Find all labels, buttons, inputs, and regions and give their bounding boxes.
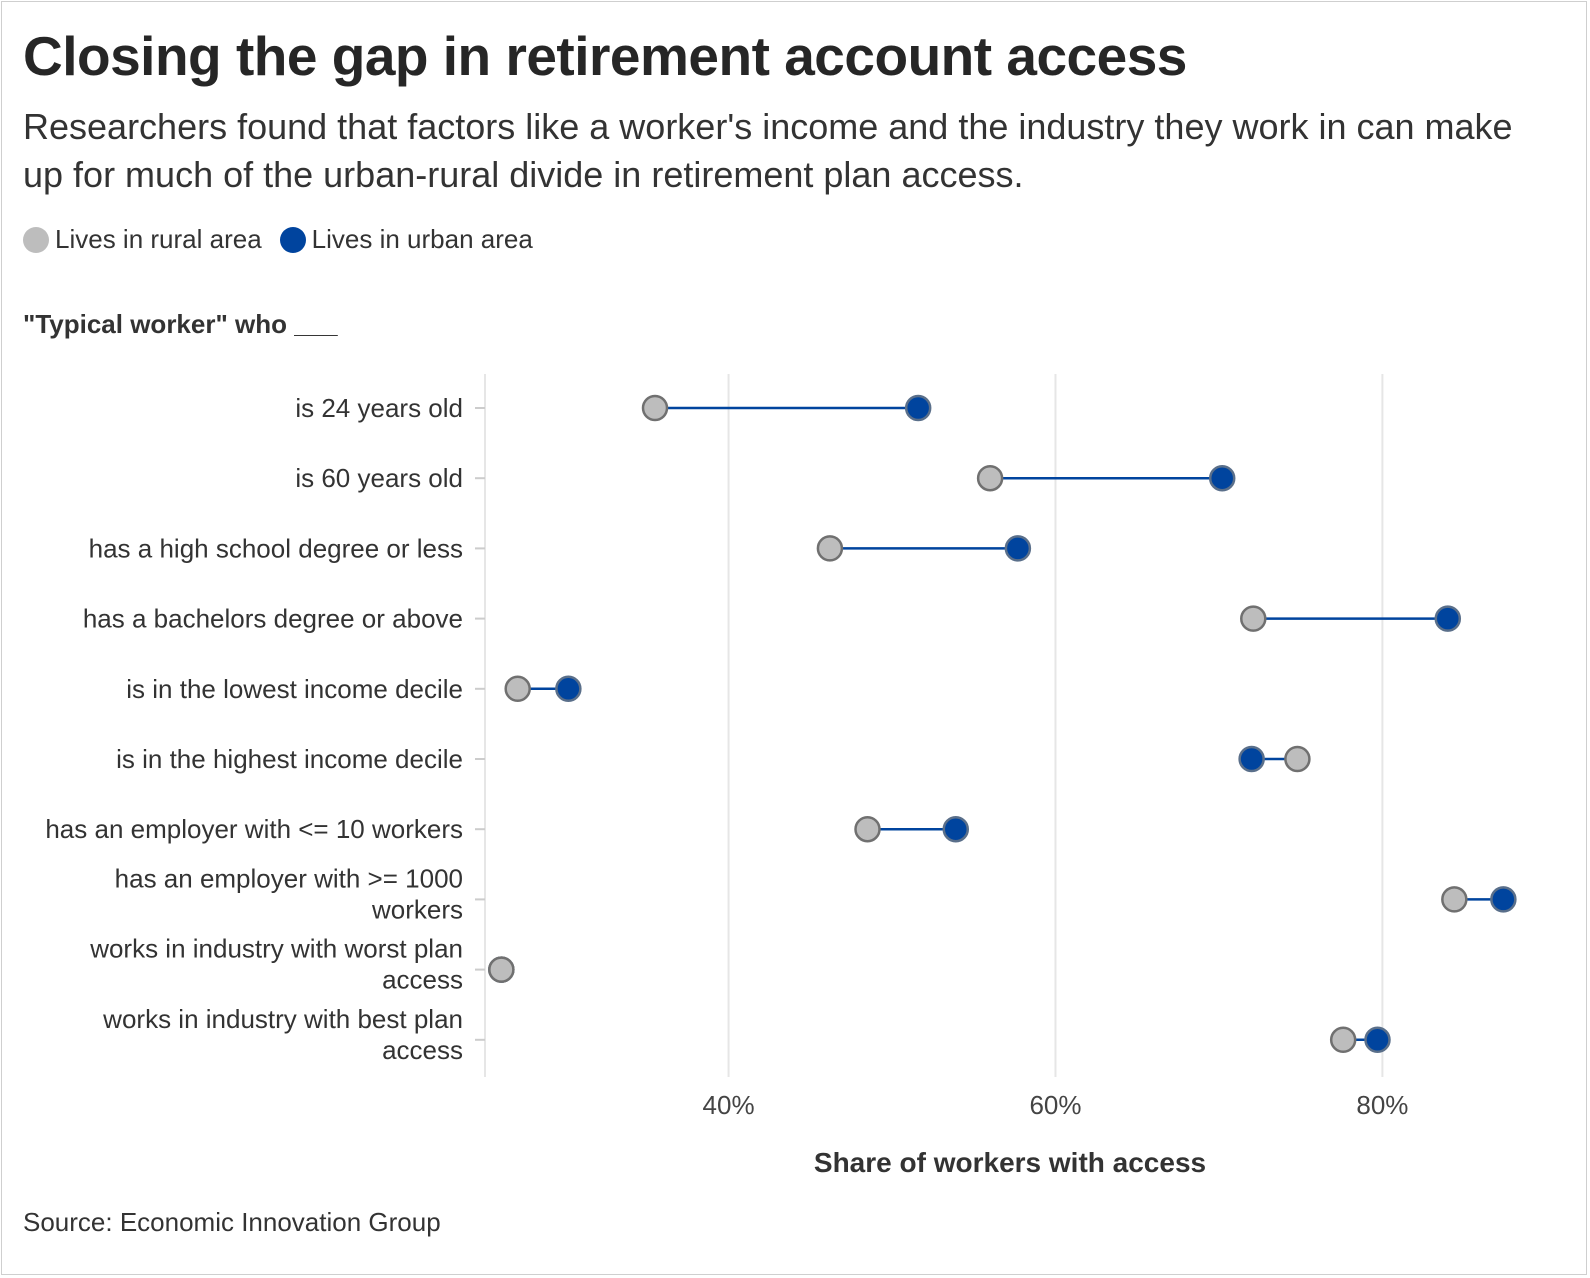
legend-item-rural: Lives in rural area <box>23 224 262 255</box>
x-axis-title: Share of workers with access <box>814 1147 1206 1178</box>
point-rural <box>1441 886 1468 913</box>
y-tick-label: works in industry with best plan access <box>102 1004 463 1065</box>
point-rural <box>1284 745 1311 773</box>
point-urban <box>942 815 970 843</box>
point-rural <box>854 815 881 843</box>
x-tick-label: 60% <box>1029 1090 1081 1120</box>
legend: Lives in rural area Lives in urban area <box>23 224 551 255</box>
y-tick-label: is 24 years old <box>295 393 463 423</box>
point-rural <box>1329 1026 1357 1054</box>
point-rural <box>976 464 1004 492</box>
point-urban <box>1434 605 1462 632</box>
point-rural <box>1240 605 1267 632</box>
point-rural <box>504 675 531 703</box>
x-tick-label: 40% <box>703 1090 755 1120</box>
y-tick-label: has a bachelors degree or above <box>83 604 463 634</box>
dumbbell-chart: 40% 60% 80% Share of workers with access is … <box>45 374 1517 1178</box>
point-urban <box>555 675 582 703</box>
y-tick-label: is in the lowest income decile <box>126 674 463 704</box>
legend-label-urban: Lives in urban area <box>311 224 533 254</box>
y-tick-label: works in industry with worst plan access <box>89 934 463 995</box>
y-tick-label-line: works in industry with best plan <box>102 1004 463 1034</box>
legend-item-urban: Lives in urban area <box>279 224 533 255</box>
point-urban <box>1490 886 1517 913</box>
source-note: Source: Economic Innovation Group <box>23 1207 441 1237</box>
point-urban <box>1364 1026 1391 1054</box>
point-rural <box>641 394 669 422</box>
legend-swatch-rural <box>23 226 49 253</box>
y-tick-label-line: workers <box>371 894 463 924</box>
point-rural <box>488 956 515 983</box>
x-tick-label: 80% <box>1356 1090 1408 1120</box>
point-urban <box>1208 464 1236 492</box>
y-axis-title: "Typical worker" who ___ <box>23 309 338 339</box>
point-urban <box>904 394 932 422</box>
point-urban <box>1238 745 1265 773</box>
y-tick-label-line: works in industry with worst plan <box>89 934 463 964</box>
y-tick-label: has an employer with >= 1000 workers <box>115 863 463 924</box>
point-rural <box>816 535 844 562</box>
y-tick-label: is 60 years old <box>295 463 463 493</box>
legend-label-rural: Lives in rural area <box>55 224 262 254</box>
y-tick-label-line: access <box>382 1035 463 1065</box>
legend-swatch-urban <box>279 226 306 253</box>
y-tick-label: has an employer with <= 10 workers <box>45 814 463 844</box>
y-tick-label-line: has an employer with >= 1000 <box>115 863 463 893</box>
chart-subtitle: Researchers found that factors like a wo… <box>23 106 1513 195</box>
y-tick-label: is in the highest income decile <box>116 744 463 774</box>
y-tick-label-line: access <box>382 965 463 995</box>
y-tick-label: has a high school degree or less <box>89 533 463 563</box>
point-urban <box>1004 535 1032 562</box>
chart-title: Closing the gap in retirement account ac… <box>23 25 1187 87</box>
